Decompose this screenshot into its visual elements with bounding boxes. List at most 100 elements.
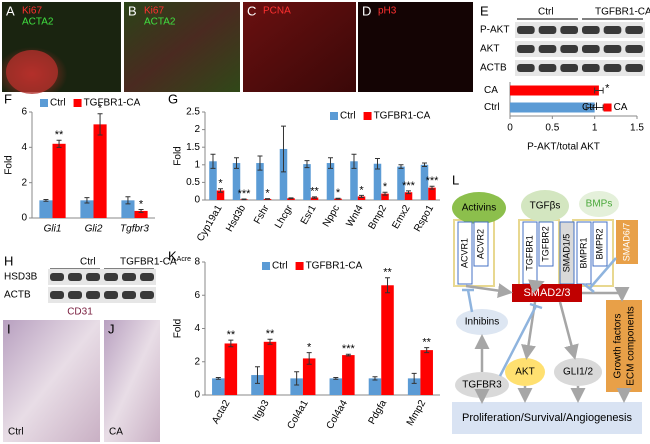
legend-label: CA: [614, 102, 628, 113]
x-tick-label: Fshr: [252, 203, 272, 226]
outcome-label: Proliferation/Survival/Angiogenesis: [462, 412, 632, 424]
error-bar: [304, 160, 310, 169]
growth-label: ECM components: [626, 306, 637, 385]
panel-label: D: [362, 3, 371, 18]
error-bar: [335, 197, 341, 200]
significance: **: [266, 328, 275, 340]
bar: [93, 124, 107, 218]
tgfbr3: [455, 372, 509, 398]
growth-box: [606, 300, 642, 392]
stain-label: ACTA2: [22, 17, 54, 28]
legend-swatch: [40, 99, 48, 107]
bar: [232, 163, 241, 200]
legend-label: Ctrl: [50, 98, 66, 109]
error-bar: [210, 153, 216, 169]
y-tick-label: 2: [194, 356, 200, 367]
y-axis-label: Fold: [173, 319, 184, 338]
blot-band: [560, 45, 578, 53]
significance: *: [359, 184, 364, 196]
bar: [302, 358, 316, 395]
blot-band: [625, 64, 643, 72]
x-tick-label: Wnt4: [344, 203, 365, 229]
bar: [368, 378, 382, 395]
significance: *: [265, 187, 270, 199]
bar: [428, 187, 436, 200]
legend-swatch: [572, 103, 580, 112]
bar: [279, 148, 288, 200]
ligand-label: Activins: [462, 203, 496, 214]
blot-band: [50, 273, 64, 281]
panel-label: E: [480, 3, 489, 18]
gli-label: GLI1/2: [563, 367, 593, 378]
legend-swatch: [330, 112, 338, 120]
inhibition: [462, 288, 474, 313]
x-tick-label: Mmp2: [405, 398, 429, 428]
bar: [420, 164, 429, 200]
error-bar: [288, 197, 294, 200]
error-bar: [294, 371, 300, 386]
ligand-label: BMPs: [586, 199, 613, 210]
arrow: [582, 287, 630, 302]
y-tick-label: 1.5: [186, 142, 200, 153]
x-tick-label: Col4a4: [325, 398, 351, 431]
error-bar: [406, 190, 412, 195]
superscript: Acre: [177, 256, 192, 263]
blot-band: [68, 273, 82, 281]
bar: [212, 378, 225, 395]
error-bar: [267, 338, 273, 345]
error-bar: [333, 377, 339, 380]
bar: [121, 200, 135, 218]
significance: ***: [238, 188, 252, 200]
blot-band: [104, 291, 118, 299]
x-tick-label: Lhcgr: [273, 203, 295, 231]
x-tick-label: Bmp2: [367, 203, 390, 232]
y-tick-label: 2: [21, 177, 27, 188]
receptor-label: SMAD1/5: [561, 234, 571, 273]
bar: [263, 341, 277, 395]
blot-band: [560, 64, 578, 72]
bar: [80, 200, 94, 218]
significance: **: [422, 337, 431, 349]
legend-label: Ctrl: [582, 102, 598, 113]
legend-label: Ctrl: [272, 261, 288, 272]
blot-row-label: ACTB: [480, 63, 507, 74]
bar: [381, 285, 394, 395]
follicle: [6, 50, 58, 94]
akt-label: AKT: [515, 367, 534, 378]
x-tick-label: Col4a1: [285, 398, 311, 431]
receptor: [538, 221, 554, 267]
smad23-label: SMAD2/3: [523, 287, 570, 299]
error-bar: [257, 155, 263, 171]
x-tick-label: Esr1: [299, 203, 319, 227]
bar: [329, 378, 343, 395]
error-bar: [385, 277, 391, 294]
category-label: Ctrl: [484, 102, 500, 113]
significance: ***: [402, 180, 416, 192]
error-bar: [382, 191, 388, 196]
error-bar: [84, 197, 90, 204]
receptor-label: TGFBR1: [524, 235, 534, 271]
bar: [397, 166, 405, 200]
arrow: [558, 301, 579, 360]
histology-image: [104, 320, 160, 442]
inhibition: [583, 257, 617, 293]
significance: *: [383, 181, 388, 193]
bar: [216, 190, 225, 200]
error-bar: [398, 164, 404, 169]
y-tick-label: 0: [194, 390, 200, 401]
x-tick-label: Tgfbr3: [120, 224, 149, 235]
receptor-label: BMPR2: [594, 228, 604, 259]
panel-label: H: [4, 253, 13, 268]
bar: [326, 163, 335, 200]
significance: *: [336, 187, 341, 199]
legend-swatch: [603, 103, 612, 112]
y-tick-label: 8: [194, 257, 200, 268]
arrow: [465, 283, 513, 299]
x-tick-label: Rspo1: [412, 203, 436, 234]
error-bar: [254, 366, 260, 384]
error-bar: [312, 196, 318, 199]
y-tick-label: 4: [194, 323, 200, 334]
x-tick-label: Acta2: [210, 398, 233, 426]
significance: *: [98, 103, 103, 115]
